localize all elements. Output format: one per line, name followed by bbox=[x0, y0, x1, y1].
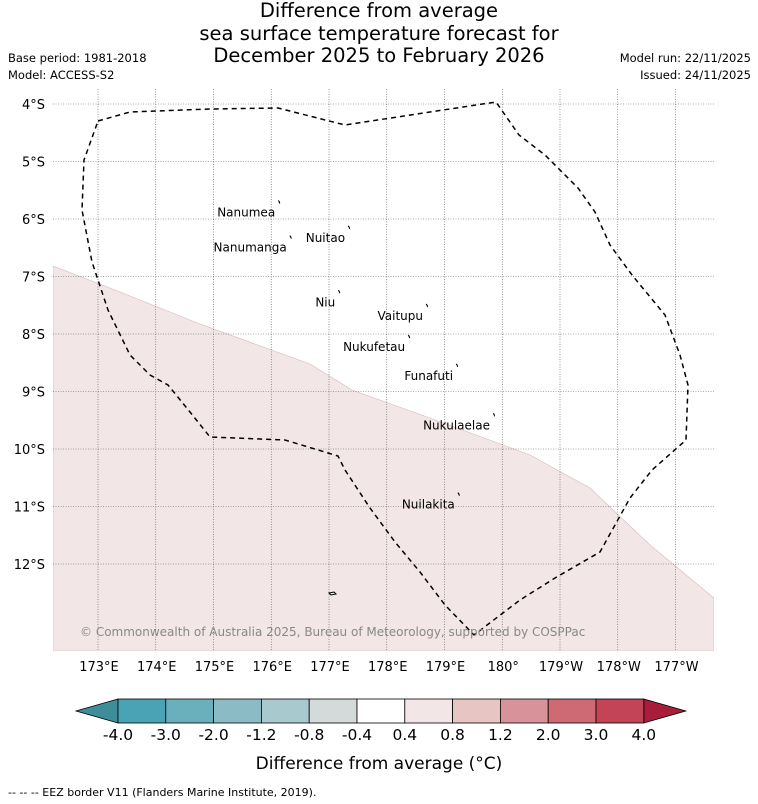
lon-tick-label: 178°W bbox=[597, 660, 641, 675]
issued-date: Issued: 24/11/2025 bbox=[640, 68, 751, 82]
island-label: Nuitao bbox=[306, 231, 345, 245]
colorbar-tick-label: -0.4 bbox=[342, 726, 372, 744]
colorbar-extend-high bbox=[643, 698, 688, 724]
lon-tick-label: 173°E bbox=[79, 660, 119, 675]
colorbar-segment bbox=[117, 698, 167, 724]
island-vaitupu: Vaitupu bbox=[378, 303, 429, 323]
eez-border bbox=[81, 101, 689, 637]
colorbar-tick-label: 1.2 bbox=[488, 726, 513, 744]
island-label: Nukulaelae bbox=[423, 418, 490, 432]
island-outline bbox=[289, 235, 292, 239]
colorbar-segment bbox=[165, 698, 215, 724]
island-label: Nuilakita bbox=[402, 498, 455, 512]
colorbar-segment bbox=[404, 698, 453, 724]
title-line-1: Difference from average bbox=[259, 0, 499, 22]
model-name: Model: ACCESS-S2 bbox=[8, 68, 115, 82]
lat-tick-label: 6°S bbox=[22, 213, 45, 228]
meta-right: Model run: 22/11/2025 Issued: 24/11/2025 bbox=[620, 50, 751, 84]
lon-tick-label: 179°W bbox=[539, 660, 583, 675]
lat-tick-label: 9°S bbox=[22, 386, 45, 401]
island-funafuti: Funafuti bbox=[404, 363, 459, 383]
longitude-ticks: 173°E 174°E 175°E 176°E 177°E 178°E 179°E 180° 1… bbox=[79, 660, 698, 675]
island-outline bbox=[337, 289, 341, 294]
colorbar-segment bbox=[308, 698, 358, 724]
map-panel: Nanumea Nuitao Nanumanga Niu Vaitupu Nukufeta… bbox=[14, 89, 714, 675]
reef-outline bbox=[327, 591, 338, 596]
eez-legend-note: -- -- -- EEZ border V11 (Flanders Marine… bbox=[8, 786, 317, 799]
colorbar-tick-label: 2.0 bbox=[536, 726, 561, 744]
colorbar-segment bbox=[213, 698, 262, 724]
colorbar-ticks: -4.0 -3.0 -2.0 -1.2 -0.8 -0.4 0.4 0.8 1.2 2.0 3.0 4… bbox=[103, 726, 656, 744]
colorbar-tick-label: -4.0 bbox=[103, 726, 133, 744]
colorbar-tick-label: -3.0 bbox=[151, 726, 181, 744]
island-outline bbox=[347, 225, 351, 229]
lat-tick-label: 7°S bbox=[22, 271, 45, 286]
lat-tick-label: 11°S bbox=[14, 501, 45, 516]
island-label: Vaitupu bbox=[378, 309, 424, 323]
island-niu: Niu bbox=[315, 289, 341, 309]
lat-tick-label: 8°S bbox=[22, 328, 45, 343]
island-nukufetau: Nukufetau bbox=[343, 334, 411, 354]
anomaly-region bbox=[53, 265, 714, 651]
colorbar-tick-label: 4.0 bbox=[631, 726, 656, 744]
island-marks: Nanumea Nuitao Nanumanga Niu Vaitupu Nukufeta… bbox=[214, 200, 496, 512]
colorbar-tick-label: -1.2 bbox=[246, 726, 276, 744]
meta-left: Base period: 1981-2018 Model: ACCESS-S2 bbox=[8, 50, 147, 84]
lon-tick-label: 174°E bbox=[137, 660, 177, 675]
island-nanumanga: Nanumanga bbox=[214, 235, 292, 255]
lon-tick-label: 175°E bbox=[195, 660, 235, 675]
lon-tick-label: 176°E bbox=[252, 660, 292, 675]
model-run: Model run: 22/11/2025 bbox=[619, 51, 751, 65]
island-label: Nanumea bbox=[217, 206, 275, 220]
colorbar-tick-label: 0.4 bbox=[392, 726, 417, 744]
colorbar-segment bbox=[499, 698, 549, 724]
lon-tick-label: 179°E bbox=[426, 660, 466, 675]
island-outline bbox=[407, 334, 411, 339]
lat-tick-label: 4°S bbox=[22, 98, 45, 113]
colorbar-segment bbox=[260, 698, 310, 724]
island-nanumea: Nanumea bbox=[217, 200, 281, 220]
island-outline bbox=[457, 492, 460, 496]
lon-tick-label: 178°E bbox=[368, 660, 408, 675]
title-line-3: December 2025 to February 2026 bbox=[213, 44, 545, 67]
island-outline bbox=[425, 303, 429, 308]
graticule bbox=[53, 89, 714, 651]
island-outline bbox=[492, 412, 496, 417]
island-outline bbox=[455, 363, 459, 367]
colorbar-tick-label: 3.0 bbox=[584, 726, 609, 744]
island-label: Nukufetau bbox=[343, 340, 405, 354]
island-label: Funafuti bbox=[404, 369, 453, 383]
lat-tick-label: 10°S bbox=[14, 443, 45, 458]
map-title: Difference from average sea surface temp… bbox=[0, 0, 758, 68]
island-outline bbox=[277, 200, 281, 204]
colorbar-segment bbox=[595, 698, 645, 724]
lat-tick-label: 5°S bbox=[22, 156, 45, 171]
title-line-2: sea surface temperature forecast for bbox=[199, 21, 559, 45]
base-period: Base period: 1981-2018 bbox=[8, 51, 147, 65]
lat-tick-label: 12°S bbox=[14, 558, 45, 573]
colorbar-tick-label: -0.8 bbox=[294, 726, 324, 744]
colorbar-body bbox=[74, 698, 688, 724]
lon-tick-label: 177°W bbox=[654, 660, 698, 675]
colorbar-segment bbox=[547, 698, 597, 724]
lon-tick-label: 177°E bbox=[310, 660, 350, 675]
colorbar-segment bbox=[452, 698, 501, 724]
colorbar: -4.0 -3.0 -2.0 -1.2 -0.8 -0.4 0.4 0.8 1.2 2.0 3.0 4… bbox=[74, 698, 688, 774]
colorbar-segment bbox=[356, 698, 406, 724]
island-nukulaelae: Nukulaelae bbox=[423, 412, 496, 432]
island-nuitao: Nuitao bbox=[306, 225, 351, 245]
latitude-ticks: 4°S 5°S 6°S 7°S 8°S 9°S 10°S 11°S 12°S bbox=[14, 98, 45, 573]
island-label: Nanumanga bbox=[214, 241, 287, 255]
copyright-text: © Commonwealth of Australia 2025, Bureau… bbox=[80, 625, 585, 639]
colorbar-tick-label: -2.0 bbox=[198, 726, 228, 744]
colorbar-tick-label: 0.8 bbox=[440, 726, 465, 744]
island-nuilakita: Nuilakita bbox=[402, 492, 460, 512]
colorbar-extend-low bbox=[74, 698, 119, 724]
lon-tick-label: 180° bbox=[488, 660, 519, 675]
island-label: Niu bbox=[315, 295, 335, 309]
colorbar-label: Difference from average (°C) bbox=[256, 754, 503, 774]
